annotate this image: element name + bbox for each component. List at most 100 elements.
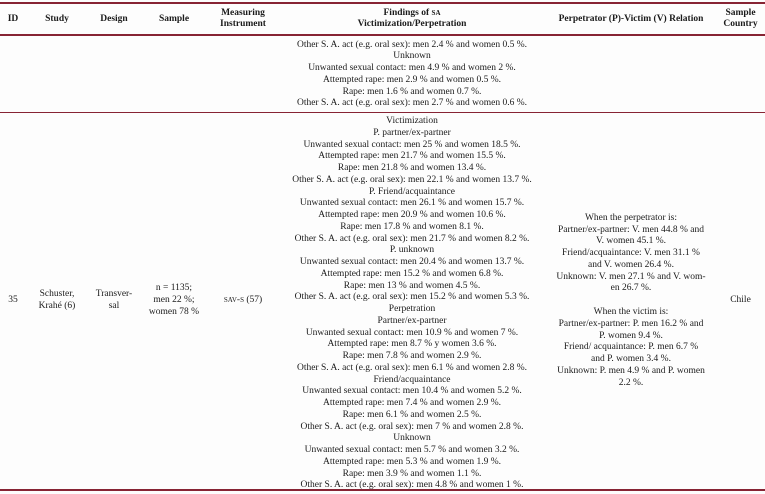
relation-victim-block: When the victim is: Partner/ex-partner: P…	[557, 307, 705, 389]
header-cell-id: ID	[0, 4, 26, 34]
row35-study-cell: Schuster, Krahé (6)	[26, 113, 88, 489]
continuation-sample-cell	[140, 36, 208, 112]
relation-text-line: Partner/ex-partner: P. men 16.2 % and	[558, 318, 704, 329]
continuation-country-cell	[716, 36, 765, 112]
sample-text-line: women 78 %	[148, 306, 200, 317]
relation-text-line: Friend/ acquaintance: P. men 6.7 %	[563, 342, 699, 353]
findings-text-line: Other S. A. act (e.g. oral sex): men 2.4…	[296, 39, 528, 50]
sample-text-line: n = 1135;	[155, 283, 193, 294]
findings-text-line: Unknown	[393, 433, 431, 444]
findings-text-line: Rape: men 21.8 % and women 13.4 %.	[337, 163, 487, 173]
instrument-value: sav-s (57)	[223, 295, 263, 306]
row-separator-rule	[0, 111, 765, 113]
continuation-relation-cell	[546, 36, 716, 112]
header-findings-sa-smallcaps: sa	[431, 8, 441, 18]
table-row-study-35: 35 Schuster, Krahé (6) Transver-sal n = 1…	[0, 113, 765, 491]
findings-text-line: Unwanted sexual contact: men 10.4 % and …	[302, 386, 522, 397]
row35-sample-cell: n = 1135; men 22 %; women 78 %	[140, 113, 208, 489]
header-findings-prefix: Findings of	[383, 8, 432, 18]
header-label-country-line2: Country	[723, 19, 758, 29]
relation-text-line: and V. women 26.4 %.	[588, 259, 674, 270]
findings-text-line: Other S. A. act (e.g. oral sex): men 15.…	[294, 292, 530, 303]
relation-text-line: When the victim is:	[593, 307, 669, 317]
continuation-id-cell	[0, 36, 26, 112]
header-label-design: Design	[100, 13, 128, 24]
table-bottom-rule	[0, 489, 765, 491]
findings-text-line: Perpetration	[388, 304, 436, 314]
relation-text-line: P. women 9.4 %.	[599, 330, 663, 341]
findings-text-line: Attempted rape: men 21.7 % and women 15.…	[318, 151, 506, 162]
findings-text-line: Rape: men 3.9 % and women 1.1 %.	[342, 468, 482, 479]
findings-text-line: Attempted rape: men 20.9 % and women 10.…	[318, 210, 506, 220]
findings-text-line: Rape: men 1.6 % and women 0.7 %.	[342, 86, 482, 97]
header-cell-sample: Sample	[140, 4, 208, 34]
relation-text-line: Unknown: P. men 4.9 % and P. women	[557, 365, 705, 376]
findings-text-line: Unwanted sexual contact: men 20.4 % and …	[299, 257, 525, 267]
header-label-id: ID	[7, 13, 19, 24]
header-cell-relation: Perpetrator (P)-Victim (V) Relation	[546, 4, 716, 34]
continuation-findings-cell: Other S. A. act (e.g. oral sex): men 2.4…	[278, 36, 546, 112]
header-cell-country: Sample Country	[716, 4, 765, 34]
row35-findings-cell: Victimization P. partner/ex-partner Unwant…	[278, 113, 546, 491]
table-row-continuation: Other S. A. act (e.g. oral sex): men 2.4…	[0, 36, 765, 112]
header-label-country-line1: Sample	[725, 8, 756, 18]
findings-text-line: Other S. A. act (e.g. oral sex): men 6.1…	[296, 362, 528, 373]
findings-text-line: Other S. A. act (e.g. oral sex): men 4.8…	[300, 480, 524, 491]
relation-text-line: Friend/acquaintance: V. men 31.1 %	[562, 248, 700, 258]
findings-text-line: Rape: men 6.1 % and women 2.5 %.	[342, 409, 482, 420]
header-label-instrument-line2: Instrument	[220, 19, 266, 29]
header-label-relation: Perpetrator (P)-Victim (V) Relation	[558, 13, 704, 24]
findings-text-line: Other S. A. act (e.g. oral sex): men 7 %…	[300, 421, 524, 432]
findings-text-line: Attempted rape: men 8.7 % y women 3.6 %.	[327, 339, 497, 350]
relation-text-line: Unknown: V. men 27.1 % and V. wom-	[556, 271, 706, 282]
sample-text-line: men 22 %;	[153, 295, 195, 306]
findings-text-line: Attempted rape: men 5.3 % and women 1.9 …	[322, 456, 502, 467]
header-label-findings-line2: Victimization/Perpetration	[357, 19, 467, 29]
relation-text-line: Partner/ex-partner: V. men 44.8 % and	[557, 224, 705, 235]
table-header-row: ID Study Design Sample Measuring Instrum…	[0, 4, 765, 34]
continuation-instrument-cell	[208, 36, 278, 112]
study-text-line: Schuster,	[39, 289, 75, 300]
continuation-design-cell	[88, 36, 140, 112]
findings-text-line: P. Friend/acquaintance	[368, 186, 455, 197]
findings-text-line: Victimization	[386, 116, 438, 126]
header-label-study: Study	[45, 13, 69, 24]
findings-text-line: Other S. A. act (e.g. oral sex): men 22.…	[292, 174, 532, 185]
row35-id-cell: 35	[0, 113, 26, 489]
findings-text-line: Unknown	[393, 51, 431, 62]
findings-text-line: Other S. A. act (e.g. oral sex): men 2.7…	[296, 98, 528, 109]
header-cell-instrument: Measuring Instrument	[208, 4, 278, 34]
header-cell-design: Design	[88, 4, 140, 34]
relation-text-line: V. women 45.1 %.	[595, 236, 666, 247]
design-text-line: sal	[108, 301, 120, 311]
row35-country-cell: Chile	[716, 113, 765, 489]
header-label-findings-line1: Findings of sa	[384, 8, 441, 19]
relation-text-line: 2.2 %.	[618, 377, 644, 388]
findings-text-line: Unwanted sexual contact: men 10.9 % and …	[305, 327, 519, 338]
findings-text-line: Unwanted sexual contact: men 4.9 % and w…	[308, 63, 516, 73]
findings-text-line: Unwanted sexual contact: men 5.7 % and w…	[304, 445, 520, 455]
row35-instrument-cell: sav-s (57)	[208, 113, 278, 489]
relation-text-line: and P. women 3.4 %.	[591, 354, 671, 364]
findings-text-line: Attempted rape: men 2.9 % and women 0.5 …	[322, 74, 502, 85]
country-value: Chile	[730, 295, 751, 306]
findings-text-line: Unwanted sexual contact: men 26.1 % and …	[299, 198, 525, 209]
findings-text-line: Attempted rape: men 15.2 % and women 6.8…	[320, 268, 504, 279]
header-cell-findings: Findings of sa Victimization/Perpetratio…	[278, 4, 546, 34]
header-label-instrument-line1: Measuring	[221, 8, 265, 18]
continuation-study-cell	[26, 36, 88, 112]
study-text-line: Krahé (6)	[38, 301, 76, 311]
row35-relation-cell: When the perpetrator is: Partner/ex-partn…	[546, 113, 716, 489]
table-top-rule	[0, 2, 765, 4]
study-id-value: 35	[8, 295, 18, 306]
row35-design-cell: Transver-sal	[88, 113, 140, 489]
header-cell-study: Study	[26, 4, 88, 34]
relation-text-line: en 26.7 %.	[610, 283, 652, 294]
findings-text-line: Other S. A. act (e.g. oral sex): men 21.…	[294, 233, 530, 244]
findings-text-line: Rape: men 7.8 % and women 2.9 %.	[342, 351, 482, 361]
findings-text-line: P. partner/ex-partner	[373, 127, 451, 138]
header-label-sample: Sample	[158, 13, 190, 24]
header-bottom-rule	[0, 34, 765, 36]
findings-text-line: Attempted rape: men 7.4 % and women 2.9 …	[322, 398, 502, 408]
